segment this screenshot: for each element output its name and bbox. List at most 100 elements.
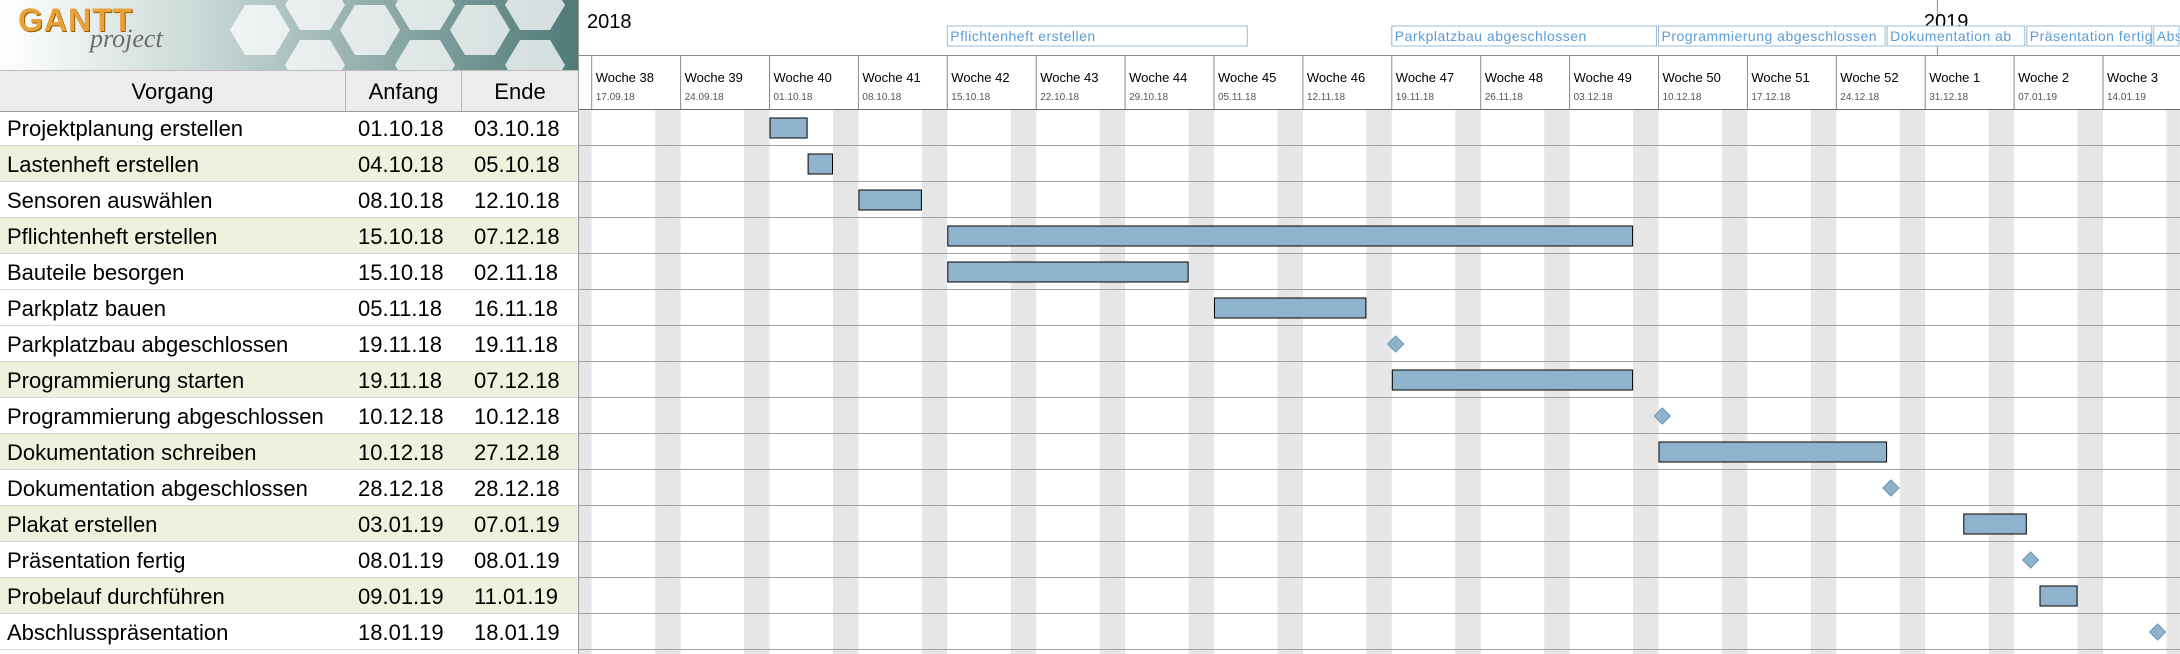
task-bar[interactable] bbox=[1658, 441, 1888, 463]
column-header-end[interactable]: Ende bbox=[494, 79, 546, 104]
week-label[interactable]: Woche 40 bbox=[774, 70, 832, 85]
week-label[interactable]: Woche 1 bbox=[1929, 70, 1980, 85]
task-name[interactable]: Bauteile besorgen bbox=[7, 260, 185, 285]
task-bar[interactable] bbox=[947, 261, 1189, 283]
task-bar[interactable] bbox=[1214, 297, 1367, 319]
milestone-label[interactable]: Programmierung abgeschlossen bbox=[1662, 28, 1878, 44]
task-start[interactable]: 05.11.18 bbox=[358, 296, 443, 321]
task-start[interactable]: 09.01.19 bbox=[358, 584, 444, 609]
task-start[interactable]: 10.12.18 bbox=[358, 440, 444, 465]
task-name[interactable]: Probelauf durchführen bbox=[7, 584, 225, 609]
task-bar[interactable] bbox=[1963, 513, 2027, 535]
week-label[interactable]: Woche 51 bbox=[1751, 70, 1809, 85]
task-end[interactable]: 07.01.19 bbox=[474, 512, 560, 537]
week-label[interactable]: Woche 49 bbox=[1574, 70, 1632, 85]
task-end[interactable]: 16.11.18 bbox=[474, 296, 559, 321]
task-row[interactable]: Pflichtenheft erstellen 15.10.18 07.12.1… bbox=[0, 218, 578, 254]
week-label[interactable]: Woche 50 bbox=[1663, 70, 1721, 85]
task-name[interactable]: Dokumentation schreiben bbox=[7, 440, 257, 465]
task-start[interactable]: 15.10.18 bbox=[358, 260, 444, 285]
task-name[interactable]: Dokumentation abgeschlossen bbox=[7, 476, 308, 501]
task-row[interactable]: Parkplatz bauen 05.11.18 16.11.18 bbox=[0, 290, 578, 326]
week-label[interactable]: Woche 48 bbox=[1485, 70, 1543, 85]
task-end[interactable]: 07.12.18 bbox=[474, 224, 560, 249]
task-name[interactable]: Plakat erstellen bbox=[7, 512, 158, 537]
week-label[interactable]: Woche 44 bbox=[1129, 70, 1187, 85]
task-name[interactable]: Programmierung starten bbox=[7, 368, 245, 393]
task-end[interactable]: 19.11.18 bbox=[474, 332, 559, 357]
task-start[interactable]: 19.11.18 bbox=[358, 368, 443, 393]
milestone-label[interactable]: Abschlusso bbox=[2157, 28, 2180, 44]
task-start[interactable]: 04.10.18 bbox=[358, 152, 444, 177]
task-start[interactable]: 19.11.18 bbox=[358, 332, 443, 357]
milestone-label[interactable]: Präsentation fertig bbox=[2030, 28, 2153, 44]
task-start[interactable]: 08.10.18 bbox=[358, 188, 444, 213]
task-name[interactable]: Programmierung abgeschlossen bbox=[7, 404, 324, 429]
milestone-marker[interactable] bbox=[1882, 479, 1900, 497]
task-end[interactable]: 18.01.19 bbox=[474, 620, 560, 645]
task-row[interactable]: Parkplatzbau abgeschlossen 19.11.18 19.1… bbox=[0, 326, 578, 362]
column-header-start[interactable]: Anfang bbox=[346, 71, 462, 111]
task-end[interactable]: 07.12.18 bbox=[474, 368, 560, 393]
task-end[interactable]: 27.12.18 bbox=[474, 440, 560, 465]
task-start[interactable]: 18.01.19 bbox=[358, 620, 444, 645]
task-row[interactable]: Bauteile besorgen 15.10.18 02.11.18 bbox=[0, 254, 578, 290]
milestone-marker[interactable] bbox=[1653, 407, 1672, 425]
week-label[interactable]: Woche 46 bbox=[1307, 70, 1365, 85]
task-row[interactable]: Probelauf durchführen 09.01.19 11.01.19 bbox=[0, 578, 578, 614]
milestone-marker[interactable] bbox=[2021, 551, 2040, 569]
week-label[interactable]: Woche 3 bbox=[2107, 70, 2158, 85]
week-label[interactable]: Woche 43 bbox=[1040, 70, 1098, 85]
task-row[interactable]: Lastenheft erstellen 04.10.18 05.10.18 bbox=[0, 146, 578, 182]
task-bar[interactable] bbox=[807, 153, 834, 175]
task-end[interactable]: 10.12.18 bbox=[474, 404, 560, 429]
task-name[interactable]: Sensoren auswählen bbox=[7, 188, 213, 213]
task-row[interactable]: Sensoren auswählen 08.10.18 12.10.18 bbox=[0, 182, 578, 218]
milestone-marker[interactable] bbox=[2148, 623, 2167, 641]
task-row[interactable]: Plakat erstellen 03.01.19 07.01.19 bbox=[0, 506, 578, 542]
task-bar[interactable] bbox=[947, 225, 1634, 247]
week-label[interactable]: Woche 41 bbox=[862, 70, 920, 85]
week-label[interactable]: Woche 45 bbox=[1218, 70, 1276, 85]
task-start[interactable]: 28.12.18 bbox=[358, 476, 444, 501]
week-label[interactable]: Woche 42 bbox=[951, 70, 1009, 85]
task-row[interactable]: Programmierung starten 19.11.18 07.12.18 bbox=[0, 362, 578, 398]
task-name[interactable]: Projektplanung erstellen bbox=[7, 116, 244, 141]
week-label[interactable]: Woche 38 bbox=[596, 70, 654, 85]
task-bar[interactable] bbox=[2039, 585, 2078, 607]
week-label[interactable]: Woche 47 bbox=[1396, 70, 1454, 85]
task-start[interactable]: 10.12.18 bbox=[358, 404, 444, 429]
task-bar[interactable] bbox=[858, 189, 922, 211]
task-end[interactable]: 03.10.18 bbox=[474, 116, 560, 141]
task-start[interactable]: 15.10.18 bbox=[358, 224, 444, 249]
task-name[interactable]: Parkplatzbau abgeschlossen bbox=[7, 332, 289, 357]
task-name[interactable]: Präsentation fertig bbox=[7, 548, 186, 573]
task-row[interactable]: Dokumentation schreiben 10.12.18 27.12.1… bbox=[0, 434, 578, 470]
week-label[interactable]: Woche 39 bbox=[685, 70, 743, 85]
week-label[interactable]: Woche 2 bbox=[2018, 70, 2069, 85]
task-name[interactable]: Parkplatz bauen bbox=[7, 296, 166, 321]
week-label[interactable]: Woche 52 bbox=[1840, 70, 1898, 85]
task-row[interactable]: Präsentation fertig 08.01.19 08.01.19 bbox=[0, 542, 578, 578]
task-end[interactable]: 12.10.18 bbox=[474, 188, 560, 213]
task-name[interactable]: Pflichtenheft erstellen bbox=[7, 224, 218, 249]
milestone-marker[interactable] bbox=[1386, 335, 1405, 353]
task-row[interactable]: Abschlusspräsentation 18.01.19 18.01.19 bbox=[0, 614, 578, 650]
task-end[interactable]: 02.11.18 bbox=[474, 260, 559, 285]
column-header-task[interactable]: Vorgang bbox=[0, 71, 346, 111]
task-start[interactable]: 08.01.19 bbox=[358, 548, 444, 573]
task-start[interactable]: 01.10.18 bbox=[358, 116, 444, 141]
task-name[interactable]: Lastenheft erstellen bbox=[7, 152, 200, 177]
milestone-label[interactable]: Dokumentation ab bbox=[1890, 28, 2012, 44]
milestone-label[interactable]: Parkplatzbau abgeschlossen bbox=[1395, 28, 1587, 44]
task-end[interactable]: 08.01.19 bbox=[474, 548, 560, 573]
task-row[interactable]: Projektplanung erstellen 01.10.18 03.10.… bbox=[0, 110, 578, 146]
task-bar[interactable] bbox=[769, 117, 808, 139]
task-start[interactable]: 03.01.19 bbox=[358, 512, 444, 537]
milestone-label[interactable]: Pflichtenheft erstellen bbox=[950, 28, 1095, 44]
task-end[interactable]: 11.01.19 bbox=[474, 584, 559, 609]
task-row[interactable]: Programmierung abgeschlossen 10.12.18 10… bbox=[0, 398, 578, 434]
task-end[interactable]: 05.10.18 bbox=[474, 152, 560, 177]
task-bar[interactable] bbox=[1391, 369, 1634, 391]
task-row[interactable]: Dokumentation abgeschlossen 28.12.18 28.… bbox=[0, 470, 578, 506]
